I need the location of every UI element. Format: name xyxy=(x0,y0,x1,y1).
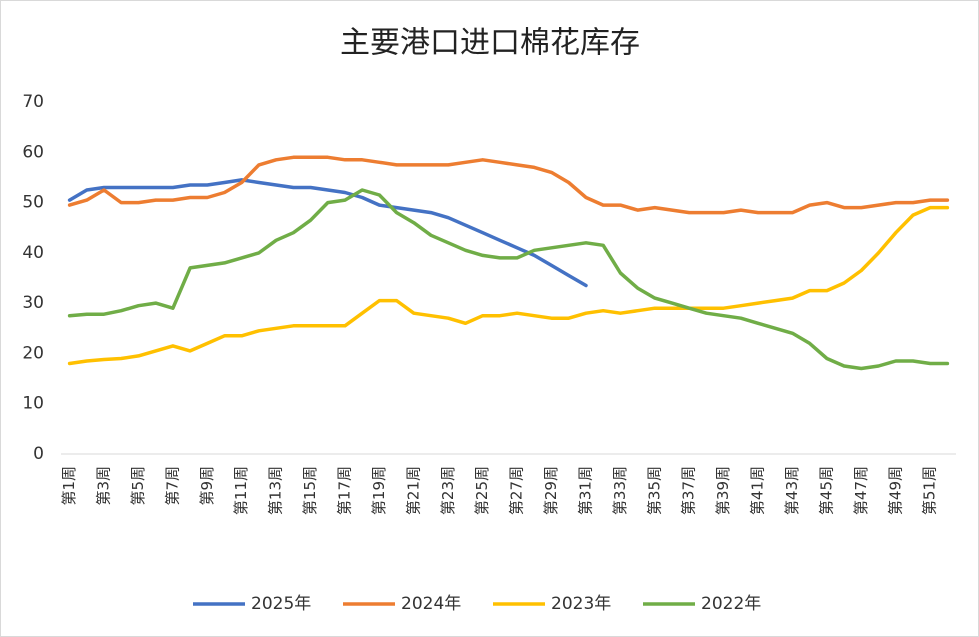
x-tick-label: 第15周 xyxy=(301,466,319,515)
x-tick-label: 第5周 xyxy=(129,466,147,506)
x-tick-label: 第19周 xyxy=(370,466,388,515)
x-tick-label: 第35周 xyxy=(645,466,663,515)
x-tick-label: 第17周 xyxy=(335,466,353,515)
x-tick-label: 第23周 xyxy=(439,466,457,515)
x-tick-label: 第47周 xyxy=(852,466,870,515)
x-tick-label: 第33周 xyxy=(611,466,629,515)
series-line xyxy=(67,178,588,288)
y-tick-label: 40 xyxy=(22,243,44,263)
chart-title: 主要港口进口棉花库存 xyxy=(340,26,640,61)
x-tick-label: 第9周 xyxy=(198,466,216,506)
series-line xyxy=(67,188,950,371)
x-tick-label: 第7周 xyxy=(163,466,181,506)
legend-label: 2022年 xyxy=(701,594,761,614)
x-tick-label: 第27周 xyxy=(508,466,526,515)
x-tick-label: 第3周 xyxy=(95,466,113,506)
y-tick-label: 0 xyxy=(33,444,44,464)
x-tick-label: 第1周 xyxy=(60,466,78,506)
x-tick-label: 第11周 xyxy=(232,466,250,515)
x-tick-label: 第37周 xyxy=(680,466,698,515)
y-tick-label: 20 xyxy=(22,343,44,363)
x-tick-label: 第51周 xyxy=(921,466,939,515)
y-tick-label: 10 xyxy=(22,394,44,414)
x-tick-label: 第43周 xyxy=(783,466,801,515)
x-tick-label: 第41周 xyxy=(749,466,767,515)
x-tick-label: 第39周 xyxy=(714,466,732,515)
y-tick-label: 60 xyxy=(22,142,44,162)
x-tick-label: 第25周 xyxy=(473,466,491,515)
series-line xyxy=(67,205,950,366)
x-tick-label: 第45周 xyxy=(817,466,835,515)
x-tick-label: 第31周 xyxy=(576,466,594,515)
legend-label: 2024年 xyxy=(401,594,461,614)
y-tick-label: 30 xyxy=(22,293,44,313)
legend-label: 2025年 xyxy=(251,594,311,614)
x-tick-label: 第13周 xyxy=(267,466,285,515)
legend-label: 2023年 xyxy=(551,594,611,614)
y-tick-label: 70 xyxy=(22,92,44,112)
x-tick-label: 第49周 xyxy=(886,466,904,515)
x-tick-label: 第29周 xyxy=(542,466,560,515)
series-line xyxy=(67,155,950,215)
x-tick-label: 第21周 xyxy=(404,466,422,515)
y-tick-label: 50 xyxy=(22,193,44,213)
